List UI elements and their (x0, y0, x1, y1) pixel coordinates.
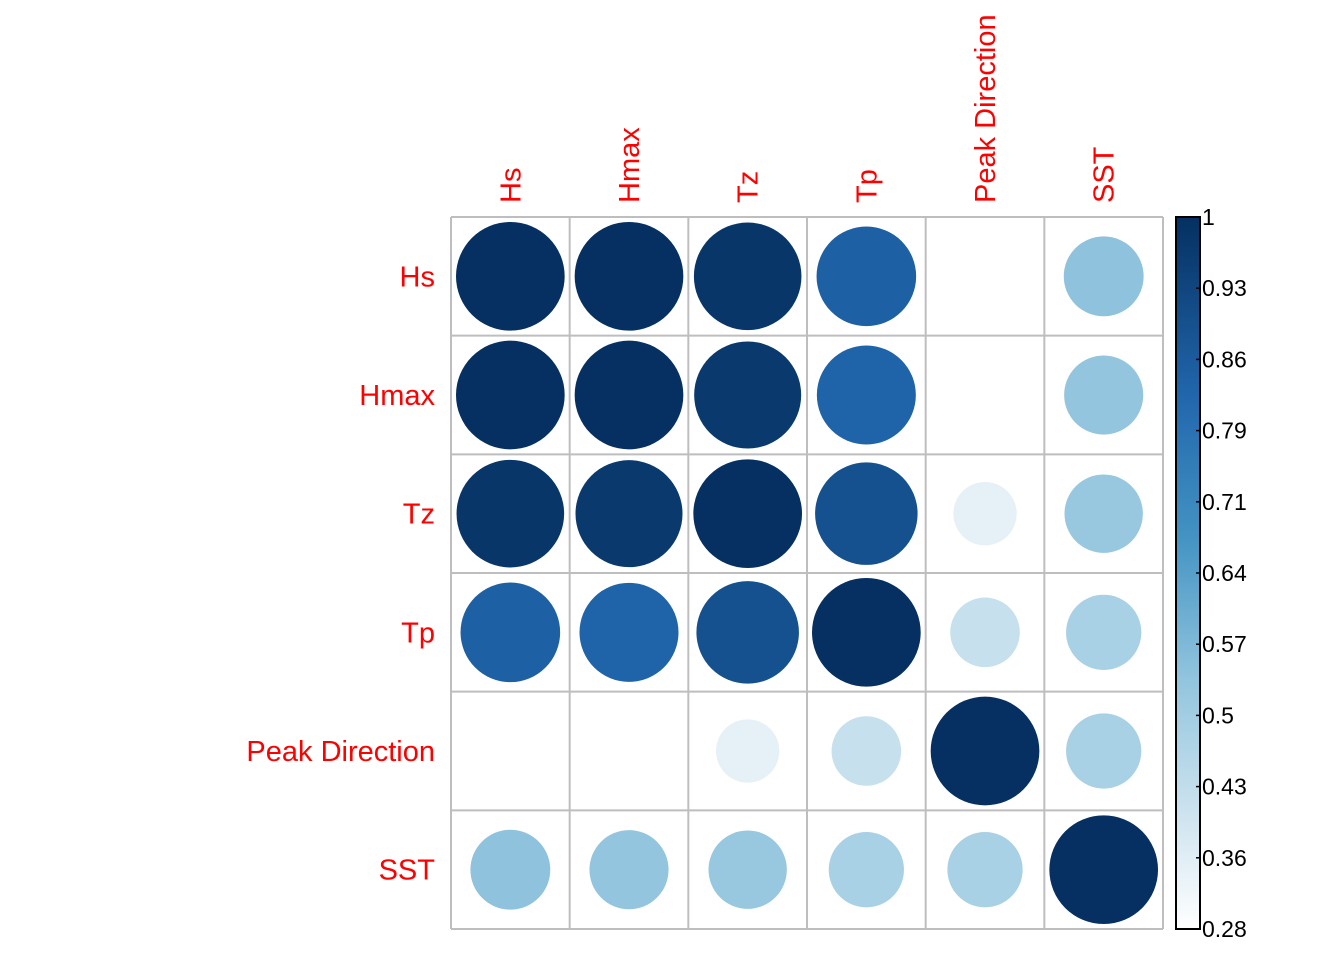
column-label: Hs (495, 168, 527, 203)
corr-circle-tz-hs (456, 459, 565, 568)
colorbar-tick-label: 0.71 (1202, 489, 1247, 515)
correlation-circles (455, 221, 1159, 925)
column-label: Hmax (614, 127, 646, 203)
colorbar-tick-label: 0.86 (1202, 346, 1247, 372)
corr-circle-hmax-hs (455, 340, 565, 450)
colorbar: 1 0.93 0.86 0.79 0.71 0.64 0.57 0.5 0.43 0.36 0.28 (1175, 204, 1247, 942)
column-label: Tz (733, 171, 765, 203)
corr-circle-hmax-peak-direction (956, 366, 1014, 424)
corr-circle-hmax-hmax (574, 340, 684, 450)
column-label: Tp (851, 169, 883, 203)
corr-circle-peak-direction-peak-direction (930, 696, 1040, 806)
corr-circle-tz-tp (815, 462, 918, 565)
corr-circle-sst-tp (828, 832, 904, 908)
corr-circle-tp-sst (1066, 594, 1142, 670)
corr-circle-sst-hs (470, 829, 551, 910)
column-label: Peak Direction (970, 14, 1002, 203)
colorbar-tick-label: 0.36 (1202, 845, 1247, 871)
colorbar-tick-label: 1 (1202, 204, 1215, 230)
corr-circle-hs-hs (455, 221, 565, 331)
corr-circle-hmax-tp (816, 345, 916, 445)
colorbar-tick-label: 0.93 (1202, 275, 1247, 301)
corr-circle-hmax-sst (1064, 355, 1144, 435)
corr-circle-sst-peak-direction (947, 832, 1023, 908)
row-label: Hmax (359, 380, 435, 412)
corr-circle-tz-tz (693, 459, 803, 569)
colorbar-tick-label: 0.43 (1202, 774, 1247, 800)
matrix-grid (450, 216, 1165, 931)
corr-circle-peak-direction-hmax (600, 722, 658, 780)
corr-circle-hs-tp (816, 226, 917, 327)
corr-circle-hs-hmax (574, 221, 684, 331)
column-label: SST (1089, 146, 1121, 203)
row-label: Tp (401, 617, 435, 649)
corr-circle-tp-peak-direction (950, 597, 1020, 668)
corr-circle-hmax-tz (694, 341, 802, 449)
row-label: Hs (400, 261, 435, 293)
column-labels: Hs Hmax Tz Tp Peak Direction SST (495, 14, 1120, 203)
colorbar-tick-label: 0.28 (1202, 916, 1247, 942)
corr-circle-tz-hmax (575, 460, 683, 568)
row-labels: Hs Hmax Tz Tp Peak Direction SST (246, 261, 435, 886)
corr-circle-peak-direction-tp (831, 716, 902, 786)
colorbar-tick-label: 0.79 (1202, 418, 1247, 444)
corr-circle-tz-sst (1064, 474, 1143, 553)
corr-circle-peak-direction-tz (715, 719, 780, 783)
corr-circle-sst-tz (708, 830, 787, 909)
corr-circle-tp-hmax (579, 582, 679, 682)
corr-circle-tp-hs (460, 582, 561, 683)
colorbar-tick-label: 0.64 (1202, 560, 1247, 586)
corr-circle-hs-peak-direction (956, 248, 1014, 305)
corr-circle-hs-sst (1063, 236, 1144, 317)
corr-circle-peak-direction-hs (482, 722, 539, 780)
colorbar-tick-label: 0.5 (1202, 702, 1234, 728)
corr-circle-hs-tz (693, 222, 802, 331)
corr-circle-sst-hmax (589, 830, 669, 910)
corr-circle-peak-direction-sst (1066, 713, 1142, 789)
corr-circle-tz-peak-direction (953, 481, 1017, 546)
row-label: Tz (403, 499, 435, 531)
corr-circle-sst-sst (1049, 815, 1159, 925)
colorbar-tick-label: 0.57 (1202, 631, 1247, 657)
row-label: SST (379, 855, 436, 887)
row-label: Peak Direction (246, 736, 435, 768)
corr-circle-tp-tz (696, 581, 799, 684)
corr-circle-tp-tp (812, 578, 921, 687)
